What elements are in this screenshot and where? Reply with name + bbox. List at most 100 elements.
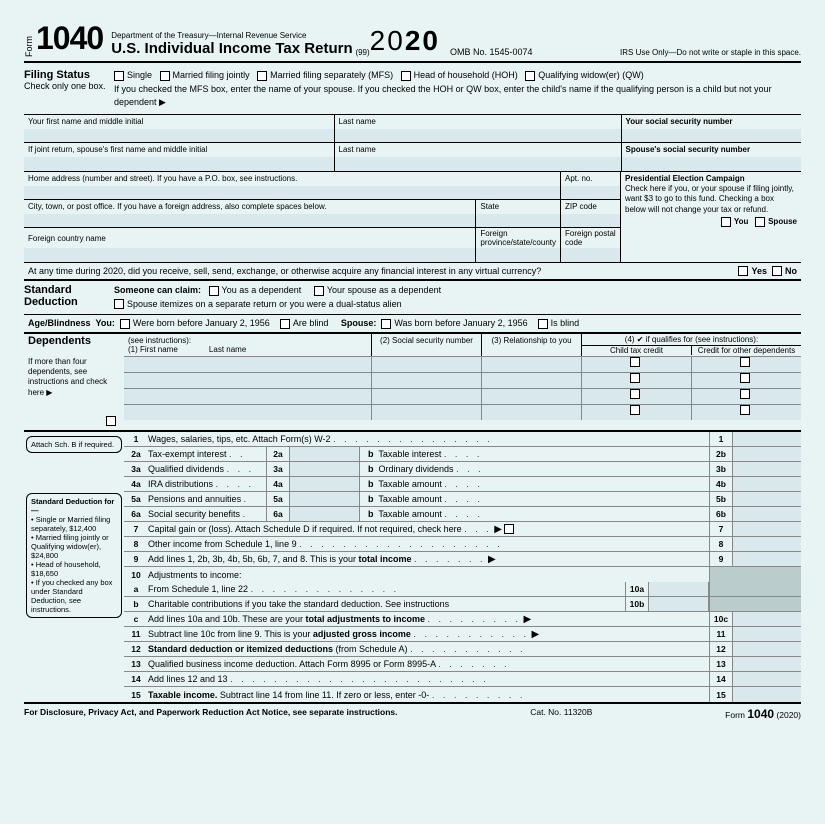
val-4a[interactable] bbox=[290, 477, 360, 491]
cb-mfj[interactable] bbox=[160, 71, 170, 81]
input-sp-last[interactable] bbox=[334, 157, 621, 171]
line-10: 10Adjustments to income: bbox=[124, 567, 801, 582]
dep-col-ssn: (2) Social security number bbox=[372, 334, 482, 356]
lbl-sp-last: Last name bbox=[334, 143, 621, 157]
val-10b[interactable] bbox=[649, 597, 709, 611]
cb-virtual-no[interactable] bbox=[772, 266, 782, 276]
val-6a[interactable] bbox=[290, 507, 360, 521]
dept-label: Department of the Treasury—Internal Reve… bbox=[111, 31, 352, 40]
val-9[interactable] bbox=[733, 552, 801, 566]
val-11[interactable] bbox=[733, 627, 801, 641]
cb-odc-2[interactable] bbox=[740, 373, 750, 383]
cb-sp-blind[interactable] bbox=[538, 319, 548, 329]
val-10c[interactable] bbox=[733, 612, 801, 626]
input-city[interactable] bbox=[24, 214, 476, 228]
lbl-address: Home address (number and street). If you… bbox=[24, 172, 561, 186]
val-3a[interactable] bbox=[290, 462, 360, 476]
val-2a[interactable] bbox=[290, 447, 360, 461]
footer-catno: Cat. No. 11320B bbox=[530, 707, 592, 721]
val-14[interactable] bbox=[733, 672, 801, 686]
lbl-zip: ZIP code bbox=[561, 200, 621, 214]
val-2b[interactable] bbox=[733, 447, 801, 461]
pres-body: Check here if you, or your spouse if fil… bbox=[625, 184, 794, 214]
virtual-q: At any time during 2020, did you receive… bbox=[28, 266, 738, 276]
lbl-fpostal: Foreign postal code bbox=[561, 228, 621, 249]
cb-you-dep[interactable] bbox=[209, 286, 219, 296]
cb-hoh[interactable] bbox=[401, 71, 411, 81]
val-13[interactable] bbox=[733, 657, 801, 671]
lbl-apt: Apt. no. bbox=[561, 172, 621, 186]
dependent-row[interactable] bbox=[124, 372, 801, 388]
presidential-campaign-box: Presidential Election Campaign Check her… bbox=[621, 172, 801, 263]
input-fpostal[interactable] bbox=[561, 248, 621, 262]
input-ssn[interactable] bbox=[621, 129, 801, 143]
form-footer: For Disclosure, Privacy Act, and Paperwo… bbox=[24, 702, 801, 721]
cb-line7[interactable] bbox=[504, 524, 514, 534]
input-fprov[interactable] bbox=[476, 248, 561, 262]
cb-ctc-1[interactable] bbox=[630, 357, 640, 367]
dependent-row[interactable] bbox=[124, 356, 801, 372]
lbl-state: State bbox=[476, 200, 561, 214]
form-number: 1040 bbox=[36, 20, 103, 57]
lbl-sp-first: If joint return, spouse's first name and… bbox=[24, 143, 334, 157]
val-1[interactable] bbox=[733, 432, 801, 446]
val-5b[interactable] bbox=[733, 492, 801, 506]
cb-virtual-yes[interactable] bbox=[738, 266, 748, 276]
cb-pres-spouse[interactable] bbox=[755, 217, 765, 227]
line-5a: 5aPensions and annuities .5ab Taxable am… bbox=[124, 492, 801, 507]
lbl-last-name: Last name bbox=[334, 115, 621, 129]
dep-more-note: If more than four dependents, see instru… bbox=[24, 356, 124, 420]
dep-heading: Dependents bbox=[28, 335, 91, 347]
dep-col4: (4) ✔ if qualifies for (see instructions… bbox=[582, 334, 801, 346]
cb-pres-you[interactable] bbox=[721, 217, 731, 227]
cb-ctc-3[interactable] bbox=[630, 389, 640, 399]
dependent-row[interactable] bbox=[124, 404, 801, 420]
identity-section: Your first name and middle initial Last … bbox=[24, 115, 801, 263]
form-prefix: Form bbox=[24, 36, 34, 57]
val-10a[interactable] bbox=[649, 582, 709, 596]
cb-mfs[interactable] bbox=[257, 71, 267, 81]
input-sp-ssn[interactable] bbox=[621, 157, 801, 171]
income-section: Attach Sch. B if required. Standard Dedu… bbox=[24, 432, 801, 702]
cb-more-dep[interactable] bbox=[106, 416, 116, 426]
input-sp-first[interactable] bbox=[24, 157, 334, 171]
val-7[interactable] bbox=[733, 522, 801, 536]
omb-number: OMB No. 1545-0074 bbox=[440, 47, 543, 57]
line-10a: aFrom Schedule 1, line 22 . . . . . . . … bbox=[124, 582, 801, 597]
input-apt[interactable] bbox=[561, 186, 621, 200]
val-12[interactable] bbox=[733, 642, 801, 656]
cb-sp-itemize[interactable] bbox=[114, 299, 124, 309]
cb-ctc-4[interactable] bbox=[630, 405, 640, 415]
line-13: 13Qualified business income deduction. A… bbox=[124, 657, 801, 672]
std-heading: Standard Deduction bbox=[24, 284, 114, 311]
input-zip[interactable] bbox=[561, 214, 621, 228]
val-15[interactable] bbox=[733, 687, 801, 702]
cb-ctc-2[interactable] bbox=[630, 373, 640, 383]
line-10b: bCharitable contributions if you take th… bbox=[124, 597, 801, 612]
val-6b[interactable] bbox=[733, 507, 801, 521]
line-3a: 3aQualified dividends . . .3ab Ordinary … bbox=[124, 462, 801, 477]
cb-qw[interactable] bbox=[525, 71, 535, 81]
line-2a: 2aTax-exempt interest . .2ab Taxable int… bbox=[124, 447, 801, 462]
input-first-name[interactable] bbox=[24, 129, 334, 143]
line-9: 9Add lines 1, 2b, 3b, 4b, 5b, 6b, 7, and… bbox=[124, 552, 801, 567]
dependent-row[interactable] bbox=[124, 388, 801, 404]
input-address[interactable] bbox=[24, 186, 561, 200]
cb-odc-3[interactable] bbox=[740, 389, 750, 399]
attach-sch-b-box: Attach Sch. B if required. bbox=[26, 436, 122, 453]
cb-single[interactable] bbox=[114, 71, 124, 81]
val-3b[interactable] bbox=[733, 462, 801, 476]
input-state[interactable] bbox=[476, 214, 561, 228]
input-fcountry[interactable] bbox=[24, 248, 476, 262]
cb-you-born[interactable] bbox=[120, 319, 130, 329]
input-last-name[interactable] bbox=[334, 129, 621, 143]
cb-sp-dep[interactable] bbox=[314, 286, 324, 296]
val-5a[interactable] bbox=[290, 492, 360, 506]
cb-odc-4[interactable] bbox=[740, 405, 750, 415]
cb-odc-1[interactable] bbox=[740, 357, 750, 367]
cb-sp-born[interactable] bbox=[381, 319, 391, 329]
cb-you-blind[interactable] bbox=[280, 319, 290, 329]
line-11: 11Subtract line 10c from line 9. This is… bbox=[124, 627, 801, 642]
val-8[interactable] bbox=[733, 537, 801, 551]
val-4b[interactable] bbox=[733, 477, 801, 491]
